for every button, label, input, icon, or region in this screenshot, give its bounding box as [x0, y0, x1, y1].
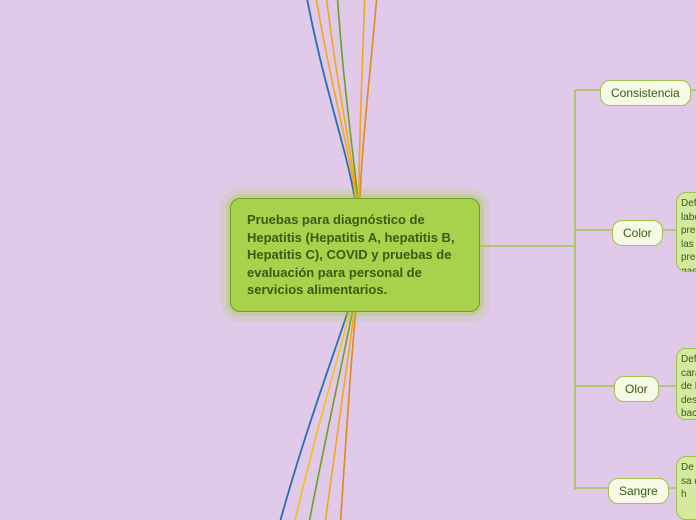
child-label: Sangre: [619, 484, 658, 498]
child-node-sangre[interactable]: Sangre: [608, 478, 669, 504]
center-node[interactable]: Pruebas para diagnóstico de Hepatitis (H…: [230, 198, 480, 312]
child-node-consistencia[interactable]: Consistencia: [600, 80, 691, 106]
mindmap-canvas: Pruebas para diagnóstico de Hepatitis (H…: [0, 0, 696, 520]
detail-text: De ur sa de h: [681, 462, 696, 500]
child-node-color[interactable]: Color: [612, 220, 663, 246]
child-label: Olor: [625, 382, 648, 396]
detail-text: Defi cara de la desc bact h: [681, 354, 696, 419]
detail-node-olor[interactable]: Defi cara de la desc bact h: [676, 348, 696, 420]
detail-node-sangre[interactable]: De ur sa de h: [676, 456, 696, 520]
child-label: Color: [623, 226, 652, 240]
child-label: Consistencia: [611, 86, 680, 100]
detail-text: Defi labo pres las i pres gas fieb: [681, 198, 696, 272]
detail-node-color[interactable]: Defi labo pres las i pres gas fieb: [676, 192, 696, 272]
center-node-text: Pruebas para diagnóstico de Hepatitis (H…: [247, 212, 455, 297]
child-node-olor[interactable]: Olor: [614, 376, 659, 402]
